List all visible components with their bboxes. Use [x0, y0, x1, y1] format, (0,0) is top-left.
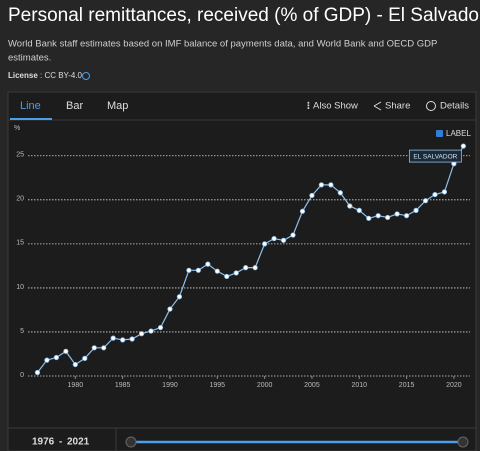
share-icon: [373, 101, 382, 111]
title: Personal remittances, received (% of GDP…: [8, 5, 480, 26]
checkbox[interactable]: [436, 130, 443, 137]
subtitle: World Bank staff estimates based on IMF …: [8, 39, 437, 50]
data-point: [44, 357, 50, 363]
range-handle[interactable]: [125, 436, 137, 448]
data-point: [347, 203, 353, 209]
x-tick-label: 1985: [115, 382, 131, 389]
data-point: [318, 182, 325, 188]
data-point: [148, 328, 154, 334]
data-point: [157, 324, 164, 331]
data-point: [176, 294, 183, 300]
data-point: [328, 182, 334, 188]
data-point: [366, 215, 372, 221]
data-point: [167, 306, 173, 312]
details-icon: [426, 101, 436, 111]
y-tick-label: 25: [16, 152, 24, 159]
license-label: License: [8, 71, 38, 80]
info-icon[interactable]: [82, 72, 90, 80]
data-point: [72, 361, 78, 368]
action-button[interactable]: Details: [440, 101, 469, 112]
data-point: [63, 348, 69, 354]
data-point: [129, 336, 135, 342]
data-point: [53, 354, 59, 361]
x-tick-label: 2020: [446, 382, 462, 389]
data-point: [120, 337, 126, 343]
panel: [7, 91, 477, 451]
data-point: [110, 335, 116, 341]
license-value: : CC BY-4.0: [40, 71, 82, 80]
data-point: [356, 207, 362, 213]
y-tick-label: 0: [20, 372, 24, 379]
data-point: [403, 213, 410, 219]
data-point: [290, 232, 296, 238]
series-tag: EL SALVADOR: [413, 153, 457, 160]
data-point: [82, 355, 88, 361]
tab[interactable]: Map: [107, 100, 128, 112]
data-point: [233, 270, 239, 276]
data-point: [375, 213, 381, 219]
x-tick-label: 2010: [351, 382, 367, 389]
data-point: [413, 207, 419, 213]
data-point: [186, 267, 192, 273]
range-handle[interactable]: [457, 436, 469, 448]
data-point: [280, 237, 287, 243]
data-point: [34, 369, 41, 376]
data-point: [299, 208, 306, 214]
action-button[interactable]: Share: [385, 101, 410, 112]
label-toggle[interactable]: LABEL: [446, 129, 471, 138]
data-point: [262, 241, 268, 247]
tab[interactable]: Bar: [66, 100, 83, 112]
data-point: [195, 267, 201, 273]
data-point: [394, 211, 400, 217]
tab[interactable]: Line: [20, 100, 41, 112]
x-tick-label: 1995: [210, 382, 226, 389]
y-tick-label: 10: [16, 284, 24, 291]
data-point: [91, 345, 97, 351]
data-point: [441, 189, 448, 195]
action-button[interactable]: Also Show: [313, 101, 358, 112]
data-point: [309, 192, 315, 199]
data-point: [432, 191, 438, 198]
data-point: [271, 235, 277, 242]
data-point: [337, 190, 343, 196]
data-point: [101, 345, 107, 351]
y-tick-label: 20: [16, 196, 24, 203]
data-point: [460, 143, 466, 149]
range-end: 2021: [67, 437, 90, 448]
x-tick-label: 1980: [68, 382, 84, 389]
data-point: [138, 331, 145, 337]
range-separator: -: [59, 437, 62, 448]
series-line: [36, 145, 464, 373]
subtitle: estimates.: [8, 53, 51, 64]
data-point: [214, 268, 220, 274]
range-start: 1976: [32, 437, 55, 448]
data-point: [224, 273, 230, 280]
data-point: [243, 265, 249, 271]
data-point: [385, 214, 391, 221]
x-tick-label: 2000: [257, 382, 273, 389]
data-point: [252, 265, 258, 271]
menu-icon: ⋮: [304, 100, 313, 110]
y-axis-label: %: [14, 125, 20, 132]
y-tick-label: 5: [20, 328, 24, 335]
y-tick-label: 15: [16, 240, 24, 247]
series-tag-box: [408, 149, 462, 163]
data-point: [422, 198, 429, 204]
data-point: [205, 261, 211, 267]
x-tick-label: 2015: [399, 382, 415, 389]
x-tick-label: 1990: [162, 382, 178, 389]
x-tick-label: 2005: [304, 382, 320, 389]
